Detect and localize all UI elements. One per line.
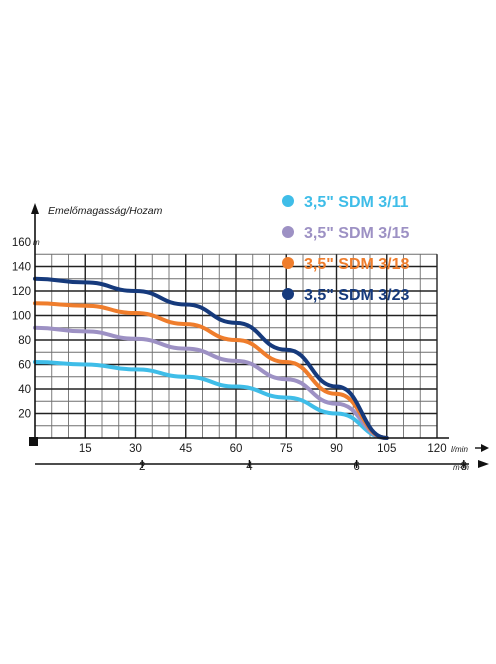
x-tick-label: 105 xyxy=(377,443,396,455)
curves xyxy=(33,276,389,440)
curve-2 xyxy=(33,301,389,440)
origin-marker xyxy=(29,437,38,446)
x2-tick-label: 8 xyxy=(461,461,467,473)
y-tick-label: 100 xyxy=(12,311,31,323)
legend-marker-2 xyxy=(282,257,294,269)
legend-label-3: 3,5" SDM 3/23 xyxy=(304,287,410,304)
legend-marker-1 xyxy=(282,226,294,238)
x-tick-label: 15 xyxy=(79,443,92,455)
y-tick-label: 120 xyxy=(12,286,31,298)
legend-label-1: 3,5" SDM 3/15 xyxy=(304,225,410,242)
x2-unit-label: m³/h xyxy=(453,463,470,472)
y-tick-label: 60 xyxy=(18,360,31,372)
x-tick-label: 120 xyxy=(427,443,446,455)
x2-axis-arrow xyxy=(478,460,489,468)
x-tick-label: 90 xyxy=(330,443,343,455)
y-tick-label: 20 xyxy=(18,409,31,421)
y-tick-label: 140 xyxy=(12,262,31,274)
y-tick-label: 40 xyxy=(18,384,31,396)
y-tick-label: 160 xyxy=(12,237,31,249)
x2-tick-label: 6 xyxy=(353,461,359,473)
x2-tick-label: 2 xyxy=(139,461,145,473)
y-tick-label: 80 xyxy=(18,335,31,347)
legend-label-0: 3,5" SDM 3/11 xyxy=(304,194,409,211)
x-tick-label: 45 xyxy=(179,443,192,455)
curve-0 xyxy=(33,360,389,440)
x-tick-label: 60 xyxy=(230,443,243,455)
curve-3 xyxy=(33,276,389,440)
x-axis-arrow xyxy=(481,444,489,452)
legend-marker-3 xyxy=(282,288,294,300)
curve-1 xyxy=(33,325,389,440)
legend-marker-0 xyxy=(282,195,294,207)
y-unit-label: m xyxy=(33,238,40,247)
x-unit-label: l/min xyxy=(451,445,468,454)
x-tick-label: 30 xyxy=(129,443,142,455)
legend-label-2: 3,5" SDM 3/18 xyxy=(304,256,410,273)
y-axis-label: Emelőmagasság/Hozam xyxy=(48,205,163,217)
y-axis-arrow xyxy=(31,203,39,214)
x2-tick-label: 4 xyxy=(246,461,253,473)
x-tick-label: 75 xyxy=(280,443,293,455)
legend: 3,5" SDM 3/11 3,5" SDM 3/15 3,5" SDM 3/18 3… xyxy=(282,194,410,304)
